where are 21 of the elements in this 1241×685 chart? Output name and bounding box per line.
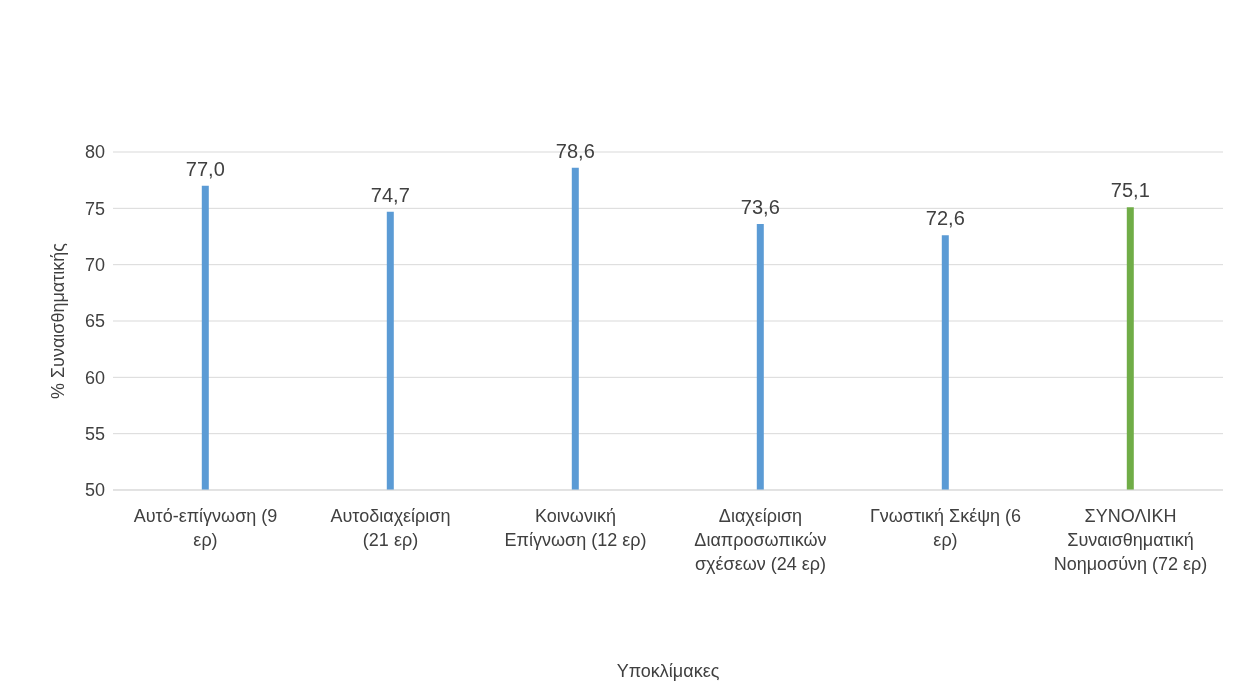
x-tick-label: Κοινωνική Επίγνωση (12 ερ) [504, 506, 647, 550]
x-tick-label: Αυτό-επίγνωση (9 ερ) [133, 506, 278, 550]
y-tick-label: 75 [84, 198, 105, 219]
data-label: 77,0 [185, 157, 225, 180]
data-label: 74,7 [370, 183, 410, 206]
y-tick-label: 60 [84, 367, 105, 388]
x-tick-label: Γνωστική Σκέψη (6 ερ) [869, 506, 1022, 550]
x-tick-label: ΣΥΝΟΛΙΚΗ Συναισθηματική Νοημοσύνη (72 ερ) [1053, 506, 1208, 574]
y-tick-label: 65 [84, 311, 105, 332]
x-tick-label: Αυτοδιαχείριση (21 ερ) [330, 506, 451, 550]
data-label: 78,6 [555, 139, 595, 162]
x-axis-title: Υποκλίμακες [616, 661, 720, 681]
x-tick-label: Διαχείριση Διαπροσωπικών σχέσεων (24 ερ) [694, 506, 827, 574]
y-tick-label: 80 [84, 142, 105, 163]
y-tick-label: 50 [84, 480, 105, 501]
data-label: 73,6 [740, 196, 780, 219]
data-label: 75,1 [1110, 179, 1150, 202]
y-tick-label: 55 [84, 424, 105, 445]
data-label: 72,6 [925, 207, 965, 230]
y-tick-label: 70 [84, 255, 105, 276]
y-axis-title: % Συναισθηματικής [48, 242, 69, 400]
